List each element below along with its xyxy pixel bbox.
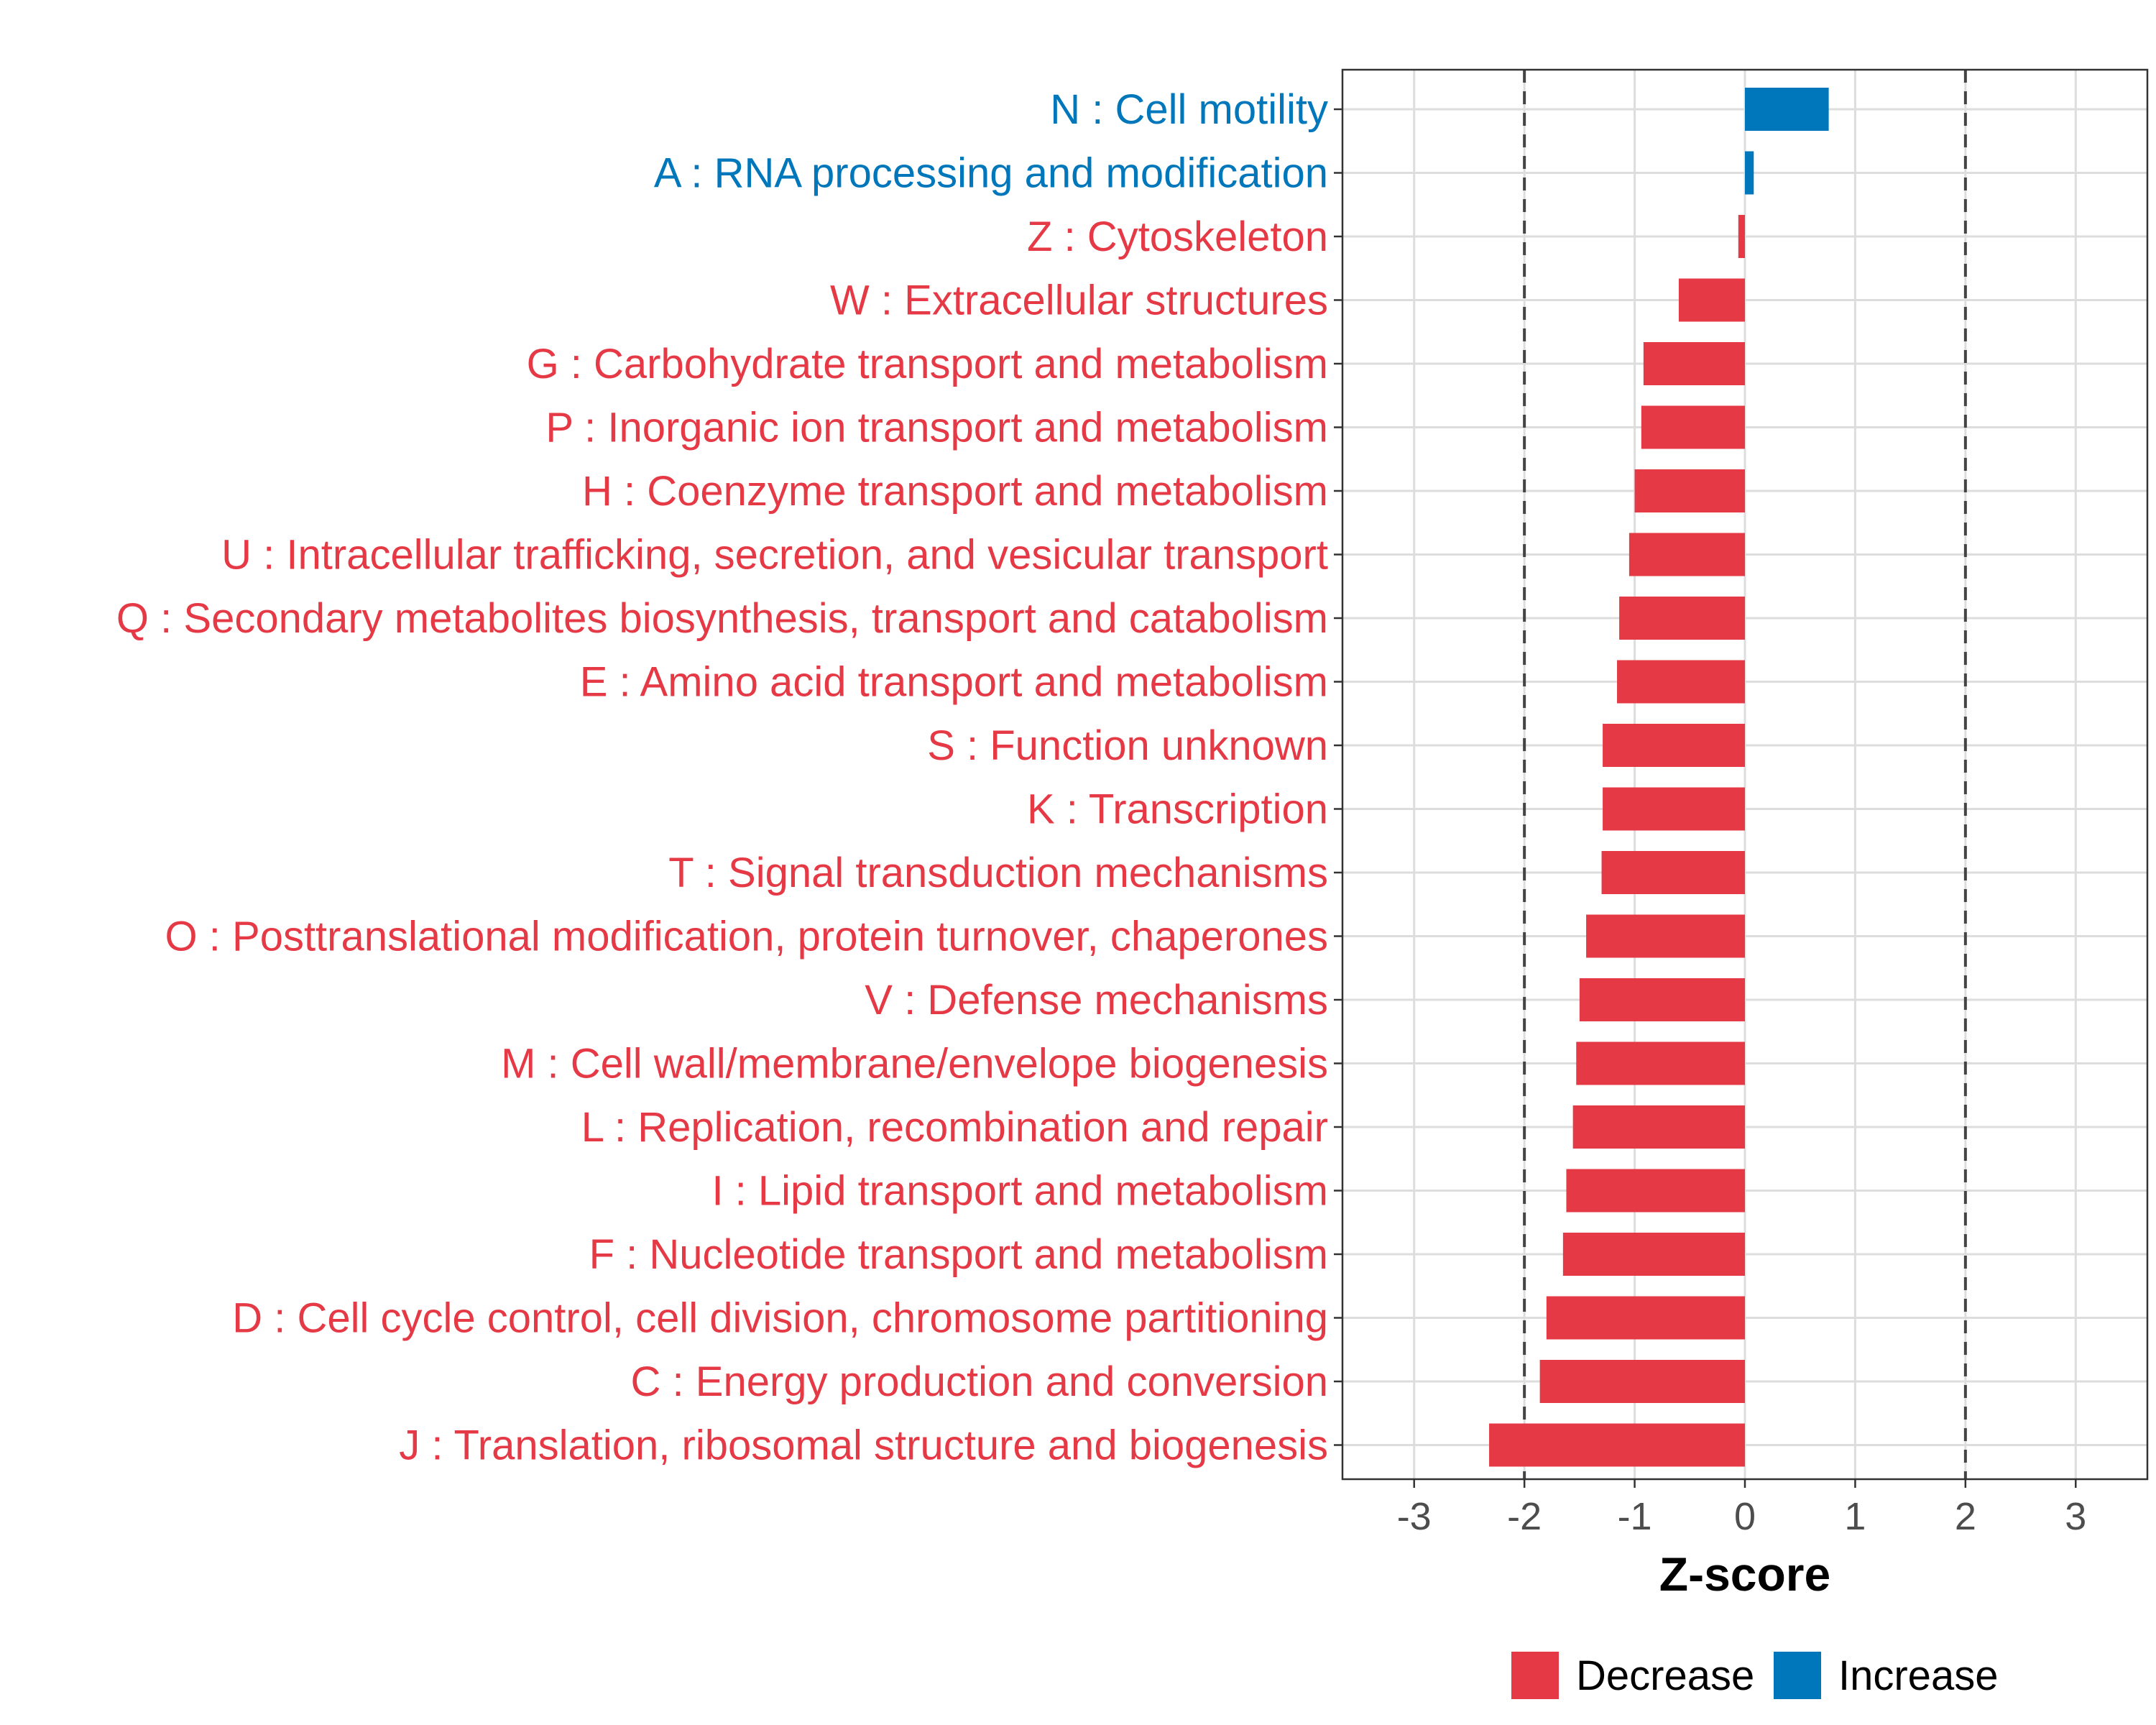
bar-5 bbox=[1641, 405, 1745, 449]
bar-16 bbox=[1572, 1105, 1745, 1149]
category-label: E : Amino acid transport and metabolism bbox=[580, 659, 1328, 706]
category-label: J : Translation, ribosomal structure and… bbox=[399, 1422, 1328, 1469]
bar-20 bbox=[1539, 1360, 1745, 1403]
legend-swatch-increase bbox=[1774, 1652, 1821, 1699]
category-label: U : Intracellular trafficking, secretion… bbox=[221, 532, 1328, 579]
category-label: L : Replication, recombination and repai… bbox=[581, 1104, 1328, 1151]
bar-3 bbox=[1678, 278, 1745, 322]
category-label: C : Energy production and conversion bbox=[631, 1358, 1328, 1405]
x-tick-label: 2 bbox=[1955, 1495, 1976, 1538]
category-label: Z : Cytoskeleton bbox=[1027, 213, 1328, 260]
bar-0 bbox=[1745, 88, 1829, 131]
bar-9 bbox=[1617, 660, 1745, 704]
reference-lines bbox=[1523, 70, 1967, 1479]
bar-15 bbox=[1576, 1041, 1745, 1085]
bar-1 bbox=[1745, 151, 1754, 195]
bar-19 bbox=[1546, 1296, 1745, 1340]
category-label: P : Inorganic ion transport and metaboli… bbox=[545, 405, 1328, 451]
bar-4 bbox=[1643, 342, 1745, 385]
category-label: A : RNA processing and modification bbox=[654, 150, 1328, 197]
x-tick-label: 0 bbox=[1734, 1495, 1756, 1538]
x-tick-label: -1 bbox=[1618, 1495, 1652, 1538]
category-label: V : Defense mechanisms bbox=[865, 977, 1328, 1024]
category-label: K : Transcription bbox=[1027, 786, 1328, 833]
bar-17 bbox=[1566, 1169, 1745, 1213]
legend-label-decrease: Decrease bbox=[1576, 1652, 1754, 1699]
category-label: Q : Secondary metabolites biosynthesis, … bbox=[116, 595, 1328, 642]
bar-7 bbox=[1628, 533, 1745, 576]
axis-ticks bbox=[1334, 108, 2077, 1488]
category-label: D : Cell cycle control, cell division, c… bbox=[232, 1295, 1328, 1342]
bar-2 bbox=[1738, 215, 1745, 258]
category-label: N : Cell motility bbox=[1050, 86, 1328, 133]
category-label: F : Nucleotide transport and metabolism bbox=[589, 1231, 1328, 1278]
bar-series bbox=[1489, 88, 1829, 1467]
bar-13 bbox=[1586, 914, 1745, 958]
x-tick-label: 1 bbox=[1844, 1495, 1866, 1538]
x-tick-label: -3 bbox=[1397, 1495, 1432, 1538]
legend: Decrease Increase bbox=[1511, 1652, 1998, 1699]
category-label: S : Function unknown bbox=[927, 722, 1328, 769]
bar-11 bbox=[1603, 787, 1745, 831]
category-label: M : Cell wall/membrane/envelope biogenes… bbox=[501, 1041, 1328, 1087]
category-label: W : Extracellular structures bbox=[830, 277, 1328, 324]
category-label: G : Carbohydrate transport and metabolis… bbox=[527, 341, 1328, 387]
x-axis-title: Z-score bbox=[1659, 1547, 1830, 1601]
category-label: H : Coenzyme transport and metabolism bbox=[582, 468, 1328, 515]
legend-swatch-decrease bbox=[1511, 1652, 1559, 1699]
bar-12 bbox=[1601, 851, 1745, 894]
x-tick-label: -2 bbox=[1507, 1495, 1542, 1538]
category-labels: N : Cell motility A : RNA processing and … bbox=[116, 86, 1328, 1469]
bar-10 bbox=[1603, 724, 1745, 767]
x-tick-labels: -3 -2 -1 0 1 2 3 bbox=[1397, 1495, 2087, 1538]
x-tick-label: 3 bbox=[2065, 1495, 2086, 1538]
bar-8 bbox=[1619, 597, 1745, 640]
bar-6 bbox=[1634, 469, 1745, 512]
bar-21 bbox=[1489, 1423, 1745, 1467]
legend-label-increase: Increase bbox=[1838, 1652, 1998, 1699]
bar-18 bbox=[1562, 1233, 1745, 1276]
category-label: I : Lipid transport and metabolism bbox=[711, 1168, 1328, 1215]
bar-14 bbox=[1579, 978, 1745, 1021]
category-label: O : Posttranslational modification, prot… bbox=[165, 914, 1328, 960]
category-label: T : Signal transduction mechanisms bbox=[668, 850, 1328, 896]
